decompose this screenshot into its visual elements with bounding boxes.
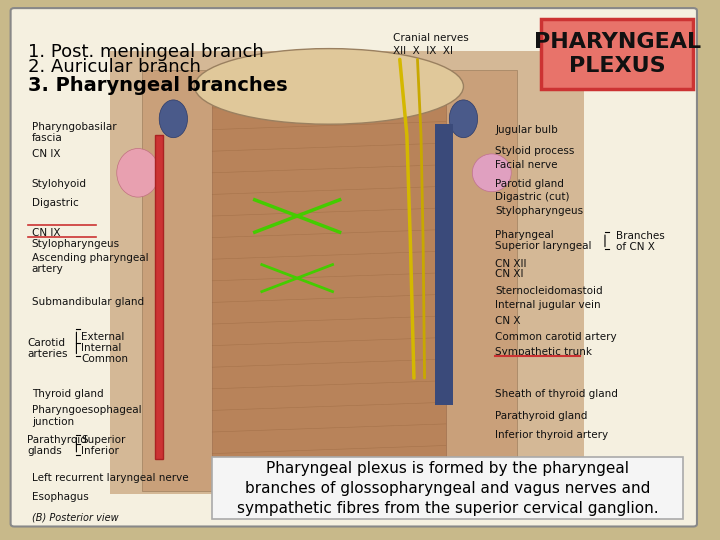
Text: Parathyroid
glands: Parathyroid glands (27, 435, 87, 456)
Text: Cranial nerves: Cranial nerves (392, 33, 469, 43)
Text: (B) Posterior view: (B) Posterior view (32, 512, 119, 522)
Text: Thyroid gland: Thyroid gland (32, 389, 104, 399)
Text: External: External (81, 333, 125, 342)
Text: Pharyngobasilar
fascia: Pharyngobasilar fascia (32, 122, 117, 143)
Text: Sheath of thyroid gland: Sheath of thyroid gland (495, 389, 618, 399)
Bar (390, 70, 516, 491)
Bar (142, 70, 269, 491)
Bar (435, 124, 453, 405)
Text: PHARYNGEAL
PLEXUS: PHARYNGEAL PLEXUS (534, 32, 701, 76)
Text: Superior: Superior (81, 435, 126, 445)
Text: 2. Auricular branch: 2. Auricular branch (28, 58, 201, 76)
Text: Left recurrent laryngeal nerve: Left recurrent laryngeal nerve (32, 473, 189, 483)
Text: Branches
of CN X: Branches of CN X (616, 231, 665, 252)
Text: Pharyngeal: Pharyngeal (495, 230, 554, 240)
Text: Esophagus: Esophagus (32, 492, 89, 502)
Text: Jugular bulb: Jugular bulb (495, 125, 558, 134)
Text: CN IX: CN IX (32, 228, 60, 238)
Ellipse shape (117, 148, 159, 197)
Text: Sympathetic trunk: Sympathetic trunk (495, 347, 593, 357)
Text: Internal: Internal (81, 343, 122, 353)
Text: CN XII: CN XII (495, 259, 527, 268)
Text: Internal jugular vein: Internal jugular vein (495, 300, 601, 310)
Text: Sternocleidomastoid: Sternocleidomastoid (495, 286, 603, 295)
Text: CN IX: CN IX (32, 149, 60, 159)
Ellipse shape (159, 100, 187, 138)
Text: Superior laryngeal: Superior laryngeal (495, 241, 592, 251)
Text: Stylopharyngeus: Stylopharyngeus (32, 239, 120, 249)
Text: Common: Common (81, 354, 128, 364)
Ellipse shape (449, 100, 477, 138)
Text: Ascending pharyngeal
artery: Ascending pharyngeal artery (32, 253, 148, 274)
Text: 3. Pharyngeal branches: 3. Pharyngeal branches (28, 76, 288, 94)
Text: Common carotid artery: Common carotid artery (495, 333, 617, 342)
Ellipse shape (472, 154, 511, 192)
FancyBboxPatch shape (212, 457, 683, 519)
Text: Stylopharyngeus: Stylopharyngeus (495, 206, 583, 215)
Text: Inferior thyroid artery: Inferior thyroid artery (495, 430, 608, 440)
Text: Digastric (cut): Digastric (cut) (495, 192, 570, 202)
Text: CN X: CN X (495, 316, 521, 326)
FancyBboxPatch shape (11, 8, 697, 526)
Text: XII  X  IX  XI: XII X IX XI (392, 46, 453, 56)
Text: Digastric: Digastric (32, 198, 78, 207)
Bar (212, 70, 446, 491)
Text: 1. Post. meningeal branch: 1. Post. meningeal branch (28, 43, 264, 61)
Text: Inferior: Inferior (81, 446, 120, 456)
FancyArrow shape (155, 135, 163, 459)
Text: Parathyroid gland: Parathyroid gland (495, 411, 588, 421)
Text: Pharyngeal plexus is formed by the pharyngeal
branches of glossopharyngeal and v: Pharyngeal plexus is formed by the phary… (237, 461, 658, 516)
Text: Styloid process: Styloid process (495, 146, 575, 156)
Bar (109, 51, 584, 494)
Text: Submandibular gland: Submandibular gland (32, 298, 144, 307)
Text: Carotid
arteries: Carotid arteries (27, 338, 68, 359)
Text: CN XI: CN XI (495, 269, 524, 279)
Text: Stylohyoid: Stylohyoid (32, 179, 87, 188)
Text: Parotid gland: Parotid gland (495, 179, 564, 188)
Text: Pharyngoesophageal
junction: Pharyngoesophageal junction (32, 405, 141, 427)
FancyBboxPatch shape (541, 19, 693, 89)
Ellipse shape (194, 49, 464, 124)
Text: Facial nerve: Facial nerve (495, 160, 558, 170)
